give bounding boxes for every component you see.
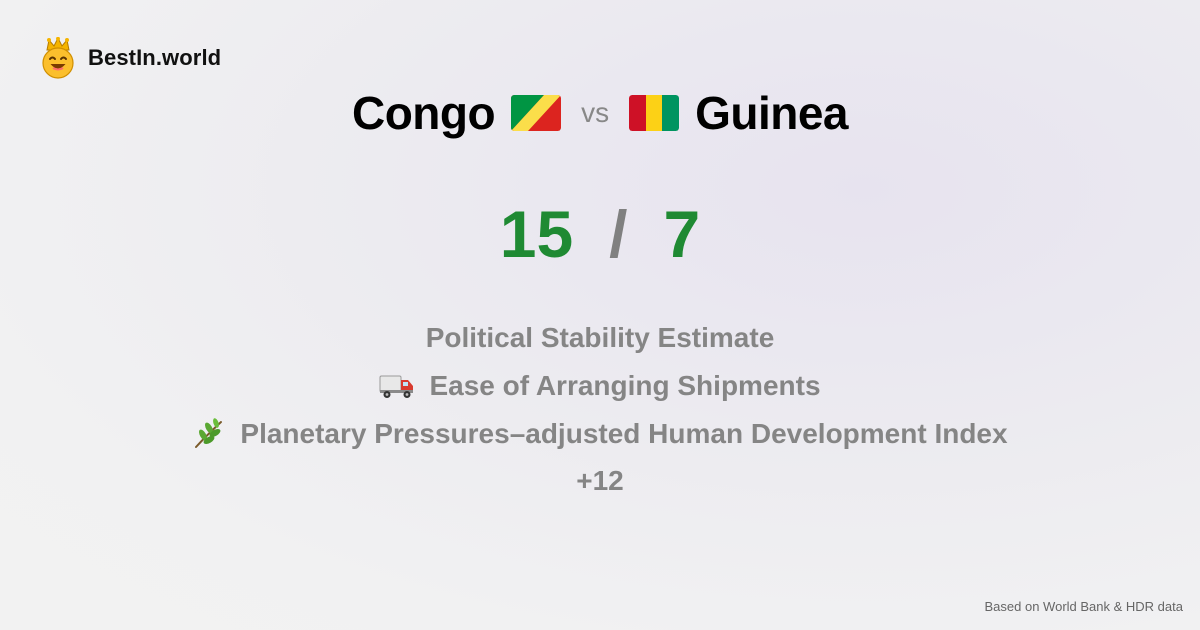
brand-name: BestIn.world <box>88 45 222 70</box>
brand[interactable]: BestIn.world <box>40 37 221 79</box>
delivery-truck-icon <box>379 372 415 400</box>
score-row: 15 / 7 <box>0 196 1200 272</box>
metric-item: Planetary Pressures–adjusted Human Devel… <box>192 410 1008 458</box>
herb-icon <box>192 418 226 450</box>
vs-label: vs <box>581 97 610 128</box>
left-score: 15 <box>499 197 574 271</box>
metric-item: Political Stability Estimate <box>426 314 775 362</box>
metric-label: Planetary Pressures–adjusted Human Devel… <box>240 418 1008 449</box>
comparison-title: Congo vs Guinea <box>0 86 1200 140</box>
score-separator: / <box>609 197 628 271</box>
left-country-name: Congo <box>351 87 496 139</box>
right-country-name: Guinea <box>695 87 849 139</box>
metric-label: Ease of Arranging Shipments <box>429 370 821 401</box>
guinea-flag-icon <box>629 95 680 131</box>
right-score: 7 <box>663 197 701 271</box>
more-metrics-count: +12 <box>576 465 624 496</box>
crowned-smiley-icon <box>40 37 76 79</box>
metric-label: Political Stability Estimate <box>425 322 775 353</box>
data-source-note: Based on World Bank & HDR data <box>984 599 1183 614</box>
metric-item: Ease of Arranging Shipments <box>379 362 821 410</box>
congo-flag-icon <box>511 95 562 131</box>
metric-list: Political Stability Estimate Ease of Arr… <box>0 314 1200 504</box>
